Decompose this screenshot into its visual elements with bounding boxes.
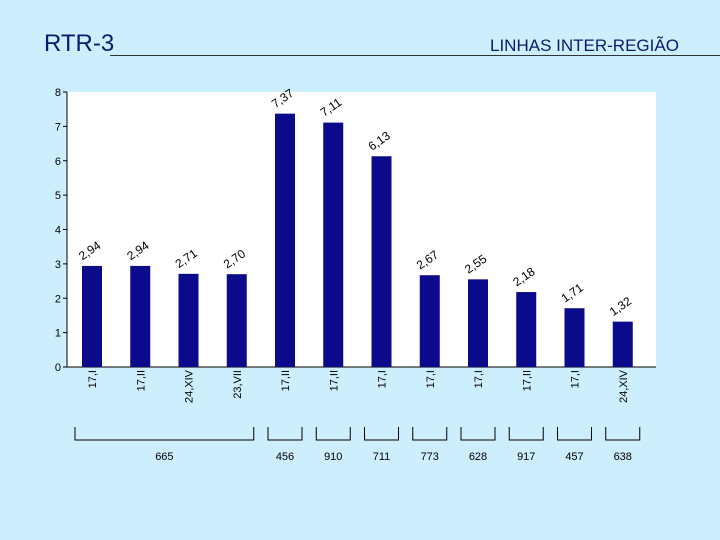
group-bracket (74, 427, 255, 441)
category-label: 23,VII (232, 370, 244, 399)
bar (130, 265, 151, 367)
category-label: 17,II (135, 370, 147, 391)
category-label: 17,II (280, 370, 292, 391)
group-label: 638 (614, 451, 632, 463)
group-label: 457 (565, 451, 583, 463)
bar (82, 265, 102, 367)
y-tick-label: 7 (55, 121, 61, 133)
group-label: 665 (155, 451, 173, 463)
bar (275, 113, 295, 367)
group-bracket (605, 427, 641, 441)
slide-title: RTR-3 (44, 30, 115, 57)
category-label: 17,I (570, 370, 582, 388)
group-bracket (364, 427, 399, 441)
bar (371, 156, 392, 367)
y-tick-label: 2 (55, 293, 61, 305)
group-label: 456 (276, 451, 294, 463)
group-bracket (460, 427, 496, 441)
bar (178, 273, 199, 367)
category-label: 17,I (87, 370, 99, 388)
slide-subtitle: LINHAS INTER-REGIÃO (490, 36, 679, 55)
category-label: 24,XIV (618, 369, 630, 403)
bar (226, 274, 247, 367)
plot-area (67, 92, 656, 367)
category-label: 24,XIV (184, 369, 196, 403)
group-label: 773 (421, 451, 439, 463)
group-bracket (267, 427, 303, 441)
bar (323, 122, 344, 367)
group-bracket (315, 427, 351, 441)
y-tick-label: 8 (55, 87, 61, 99)
group-label: 711 (373, 451, 391, 463)
group-label: 628 (469, 451, 487, 463)
category-label: 17,II (521, 370, 533, 391)
y-tick-label: 0 (55, 362, 61, 374)
category-label: 17,I (473, 370, 485, 388)
y-tick-label: 4 (55, 225, 61, 237)
title-underline (110, 55, 720, 56)
y-tick-label: 3 (55, 259, 61, 271)
group-bracket (508, 427, 544, 441)
y-tick-label: 6 (55, 156, 61, 168)
group-label: 917 (517, 451, 535, 463)
y-tick-label: 1 (55, 328, 61, 340)
group-label: 910 (324, 451, 342, 463)
group-bracket (557, 427, 592, 441)
group-bracket (412, 427, 448, 441)
bar (564, 308, 585, 367)
category-label: 17,I (377, 370, 389, 388)
bar (516, 292, 537, 367)
category-label: 17,II (328, 370, 340, 391)
category-label: 17,I (425, 370, 437, 388)
bar (612, 321, 633, 367)
bar (419, 275, 440, 367)
bar (468, 279, 488, 367)
y-tick-label: 5 (55, 190, 61, 202)
